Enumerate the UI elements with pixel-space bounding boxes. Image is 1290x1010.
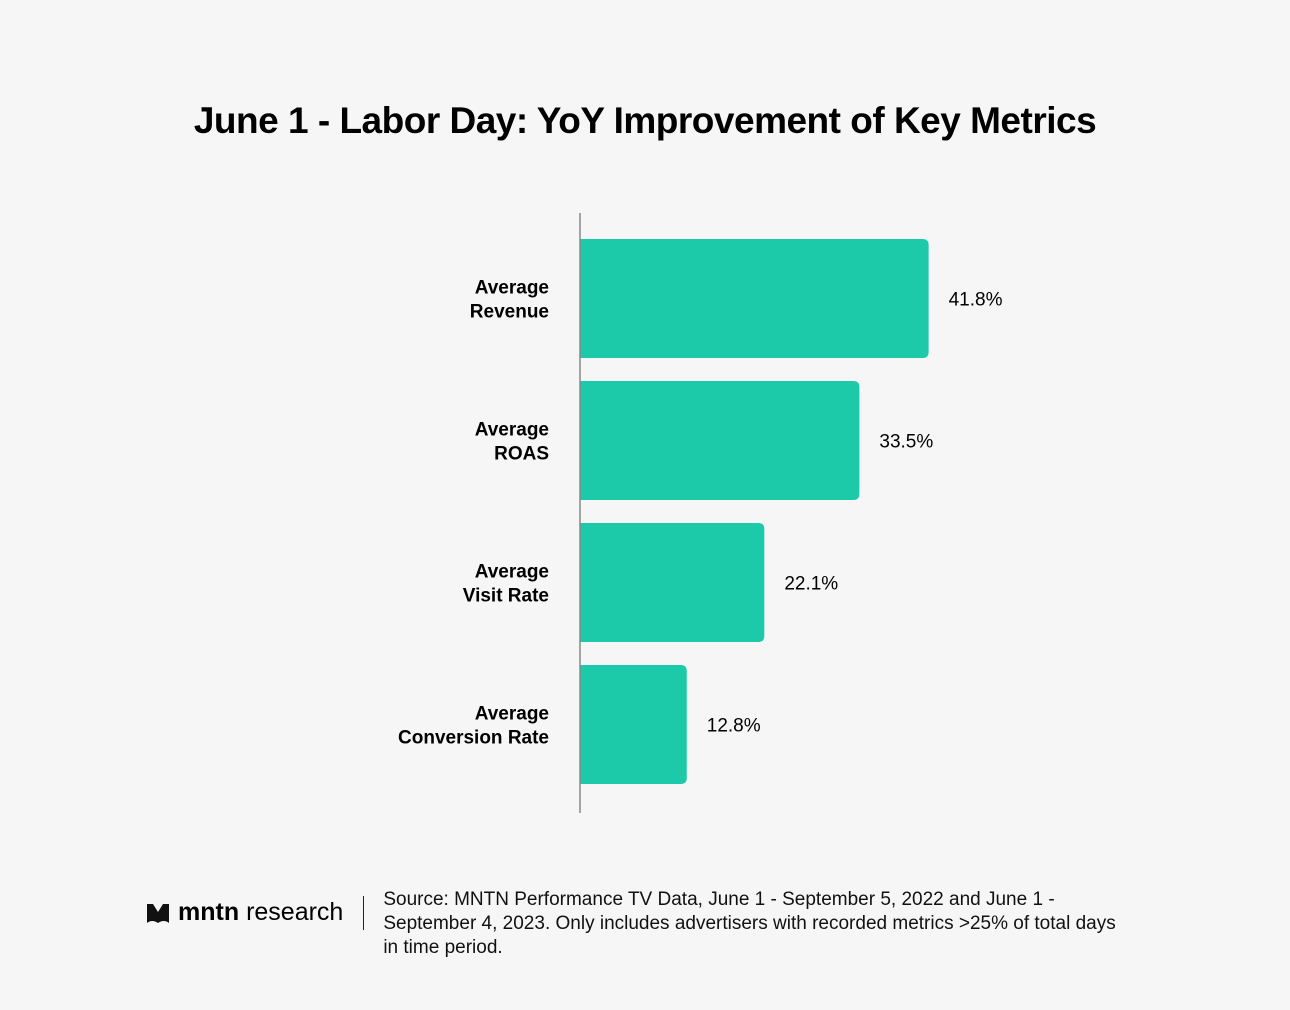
bar	[580, 665, 687, 784]
value-label: 22.1%	[784, 574, 838, 595]
value-label: 33.5%	[879, 432, 933, 453]
bar	[580, 523, 765, 642]
value-label: 12.8%	[707, 716, 761, 737]
logo-text-bold: mntn	[178, 898, 240, 926]
value-label: 41.8%	[949, 290, 1003, 311]
category-label: Revenue	[470, 302, 549, 323]
bar	[580, 239, 929, 358]
chart-title: June 1 - Labor Day: YoY Improvement of K…	[193, 100, 1097, 141]
logo-text-light: research	[246, 898, 344, 926]
category-label: Average	[475, 562, 549, 583]
bar	[580, 381, 860, 500]
mntn-logo: mntn research	[146, 898, 343, 927]
footer: mntn research Source: MNTN Performance T…	[146, 888, 1123, 960]
category-label: Average	[475, 420, 549, 441]
footer-divider	[363, 896, 365, 930]
category-label: ROAS	[494, 444, 549, 465]
category-label: Visit Rate	[463, 586, 549, 607]
mntn-logo-icon	[147, 903, 169, 923]
category-label: Average	[475, 278, 549, 299]
source-note: Source: MNTN Performance TV Data, June 1…	[383, 889, 1116, 958]
category-label: Conversion Rate	[398, 728, 549, 749]
bar-chart: 41.8% Average Revenue 33.5% Average ROAS 22.1%…	[398, 213, 1003, 813]
category-label: Average	[475, 704, 549, 725]
